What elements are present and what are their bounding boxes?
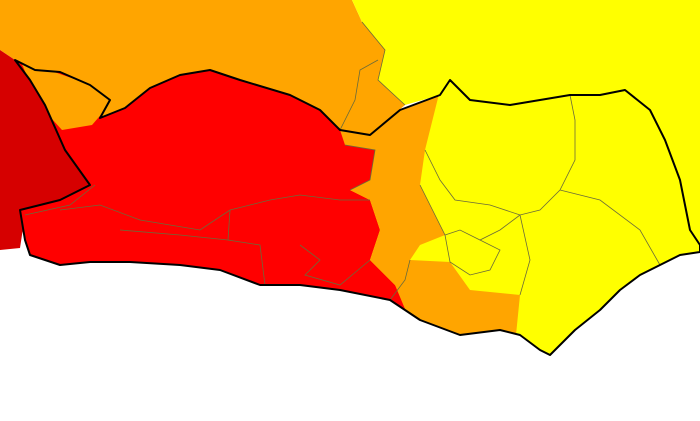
district-orange-northwest <box>20 60 112 130</box>
district-orange <box>330 90 520 345</box>
region-north-yellow <box>352 0 700 252</box>
district-lines <box>24 21 661 301</box>
